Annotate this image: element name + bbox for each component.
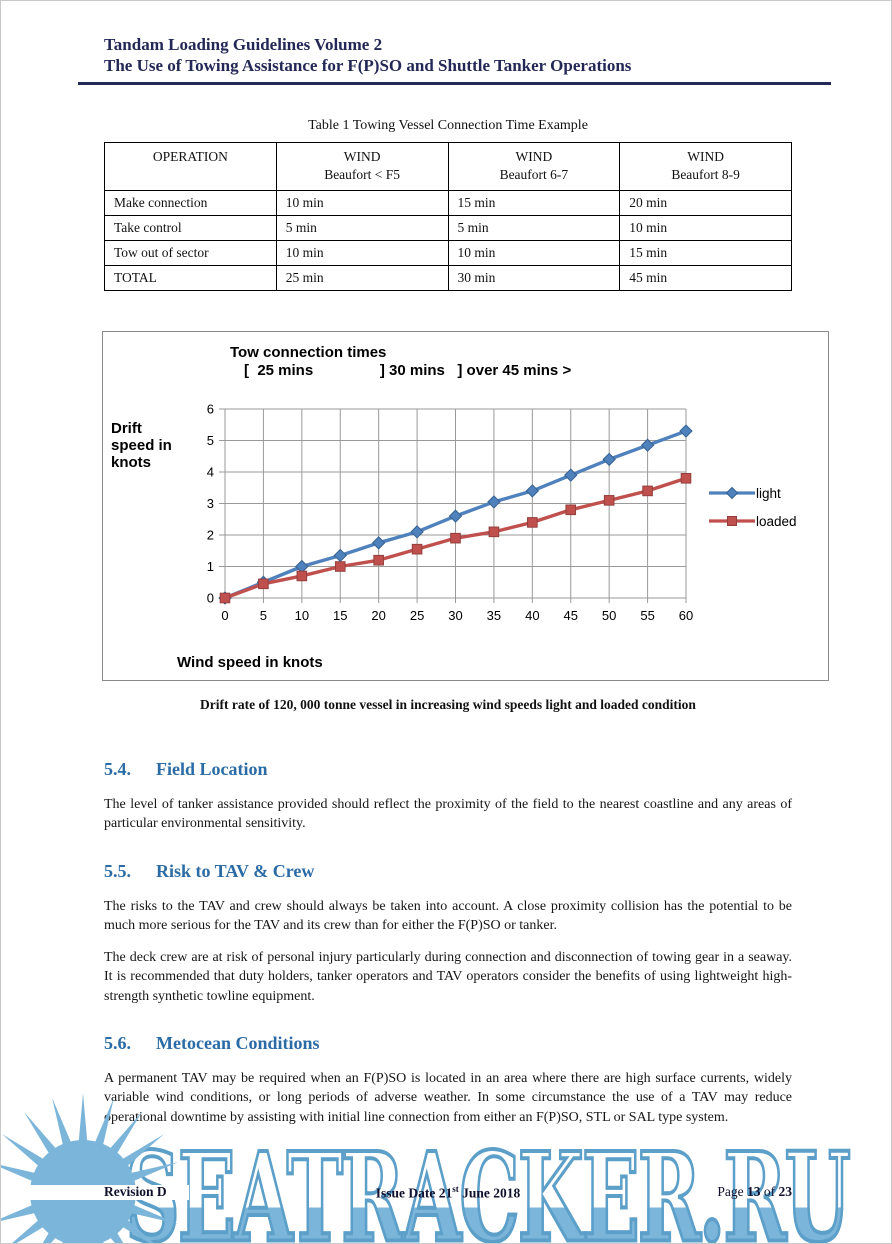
table-cell: Tow out of sector [104, 240, 277, 266]
svg-text:35: 35 [487, 608, 501, 623]
table-header-cell: WIND Beaufort < F5 [275, 142, 449, 191]
section-heading: 5.6. Metocean Conditions [104, 1033, 792, 1054]
svg-text:6: 6 [207, 402, 214, 417]
section: 5.5. Risk to TAV & Crew The risks to the T… [104, 861, 792, 1006]
svg-text:0: 0 [207, 591, 214, 606]
section-paragraph: The risks to the TAV and crew should alw… [104, 898, 792, 933]
table-cell: 30 min [447, 265, 621, 291]
chart-title-block: Tow connection times [ 25 mins ] 30 mins… [230, 344, 571, 380]
section-number: 5.6. [104, 1033, 131, 1054]
svg-text:5: 5 [207, 433, 214, 448]
section: 5.4. Field Location The level of tanker as… [104, 759, 792, 834]
table-cell: 20 min [619, 190, 792, 216]
section-number: 5.4. [104, 759, 131, 779]
document-header: Tandam Loading Guidelines Volume 2 The U… [1, 1, 891, 76]
header-title-line1: Tandam Loading Guidelines Volume 2 [104, 35, 383, 54]
section-title: Metocean Conditions [156, 1033, 320, 1054]
table-cell: 10 min [619, 215, 792, 241]
towing-connection-table: OPERATION WIND Beaufort < F5 WIND Beaufort 6… [104, 142, 792, 291]
section-paragraph: The level of tanker assistance provided … [104, 797, 792, 832]
table-cell: Make connection [104, 190, 277, 216]
ordinal-superscript: st [452, 1184, 459, 1194]
footer-issue-date: Issue Date 21st June 2018 [375, 1184, 521, 1201]
table-cell: 25 min [275, 265, 449, 291]
table-header-row: OPERATION WIND Beaufort < F5 WIND Beaufort 6… [104, 142, 792, 191]
table-cell: 10 min [447, 240, 621, 266]
svg-text:55: 55 [640, 608, 654, 623]
chart-y-axis-label: Drift speed in knots [111, 420, 172, 471]
section-heading: 5.4. Field Location [104, 759, 792, 780]
svg-text:15: 15 [333, 608, 347, 623]
table-header-cell: WIND Beaufort 8-9 [619, 142, 792, 191]
table-cell: 45 min [619, 265, 792, 291]
table-cell: 10 min [275, 190, 449, 216]
table-header-cell: WIND Beaufort 6-7 [447, 142, 621, 191]
svg-text:30: 30 [448, 608, 462, 623]
svg-text:50: 50 [602, 608, 616, 623]
svg-text:3: 3 [207, 496, 214, 511]
svg-text:1: 1 [207, 559, 214, 574]
svg-text:5: 5 [260, 608, 267, 623]
header-rule [78, 82, 831, 85]
legend-label: light [756, 485, 781, 501]
svg-text:45: 45 [564, 608, 578, 623]
section-paragraph: The deck crew are at risk of personal in… [104, 950, 792, 1004]
table-caption: Table 1 Towing Vessel Connection Time Ex… [308, 118, 588, 133]
chart-frame: 0 1 2 3 4 5 6 0 5 10 15 20 25 30 35 40 45 50 55 60 Tow conn… [102, 331, 829, 681]
chart-title: Tow connection times [230, 344, 387, 361]
svg-text:4: 4 [207, 465, 214, 480]
legend-marker-diamond [709, 486, 755, 500]
table-cell: 15 min [447, 190, 621, 216]
svg-text:0: 0 [221, 608, 228, 623]
section-title: Risk to TAV & Crew [156, 860, 315, 881]
table-cell: 5 min [447, 215, 621, 241]
svg-text:25: 25 [410, 608, 424, 623]
table-row: Take control 5 min 5 min 10 min [104, 215, 792, 241]
svg-text:2: 2 [207, 528, 214, 543]
chart-x-axis-label: Wind speed in knots [177, 654, 323, 671]
footer-page-number: Page 13 of 23 [717, 1184, 792, 1199]
section-paragraph: A permanent TAV may be required when an … [104, 1071, 792, 1125]
legend-item: light [709, 479, 797, 507]
section-title: Field Location [156, 759, 268, 779]
table-cell: 10 min [275, 240, 449, 266]
table-cell: 5 min [275, 215, 449, 241]
section: 5.6. Metocean Conditions A permanent TAV m… [104, 1033, 792, 1127]
table-row: Tow out of sector 10 min 10 min 15 min [104, 240, 792, 266]
svg-text:20: 20 [371, 608, 385, 623]
svg-text:40: 40 [525, 608, 539, 623]
chart-legend: light loaded [709, 479, 797, 535]
section-number: 5.5. [104, 860, 131, 881]
table-row: Make connection 10 min 15 min 20 min [104, 190, 792, 216]
sections-container: 5.4. Field Location The level of tanker as… [104, 759, 792, 1127]
legend-item: loaded [709, 507, 797, 535]
footer-revision: Revision D [104, 1184, 167, 1199]
header-title-line2: The Use of Towing Assistance for F(P)SO … [104, 56, 632, 75]
legend-marker-square [709, 516, 755, 526]
table-row: TOTAL 25 min 30 min 45 min [104, 265, 792, 291]
chart-caption: Drift rate of 120, 000 tonne vessel in i… [200, 697, 696, 712]
table-cell: TOTAL [104, 265, 277, 291]
section-heading: 5.5. Risk to TAV & Crew [104, 861, 792, 882]
chart-subtitle: [ 25 mins ] 30 mins ] over 45 mins > [244, 362, 572, 379]
table-cell: 15 min [619, 240, 792, 266]
watermark: SEATRACKER.RU [124, 1123, 852, 1243]
svg-text:60: 60 [679, 608, 693, 623]
svg-text:10: 10 [295, 608, 309, 623]
legend-label: loaded [756, 513, 797, 529]
table-cell: Take control [104, 215, 277, 241]
table-header-cell: OPERATION [104, 142, 277, 191]
